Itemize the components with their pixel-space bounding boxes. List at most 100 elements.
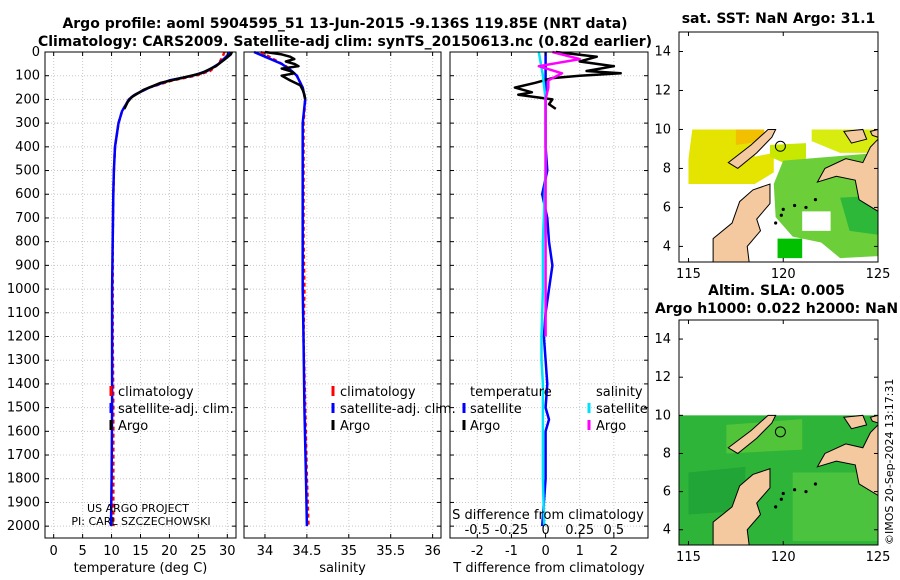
legend-label: Argo	[470, 419, 500, 434]
map-y-tick-label: 12	[654, 83, 671, 98]
x-tick-label: 30	[219, 544, 236, 559]
legend-label: Argo	[340, 419, 370, 434]
s-tick-label: 0	[541, 523, 549, 538]
map-y-tick-label: 12	[654, 370, 671, 385]
x-tick-label: 25	[190, 544, 207, 559]
y-tick-label: 100	[15, 69, 40, 84]
map-x-tick-label: 120	[771, 550, 796, 565]
x-axis-label: temperature (deg C)	[74, 561, 208, 576]
map-y-tick-label: 8	[663, 161, 671, 176]
land-borneo	[712, 183, 771, 263]
map-x-tick-label: 115	[676, 267, 701, 282]
x-tick-label: 34.5	[292, 544, 321, 559]
legend-label: Argo	[596, 419, 626, 434]
sst-patch-mid	[769, 143, 806, 163]
island-dot	[804, 205, 808, 210]
map-frame	[678, 31, 879, 263]
x-tick-label: 2	[610, 544, 618, 559]
sla-patch	[792, 472, 878, 542]
map-y-tick-label: 10	[654, 122, 671, 137]
legend-label: satellite	[596, 402, 648, 417]
map-y-tick-label: 10	[654, 408, 671, 423]
series-line-satellite-adj-clim-	[253, 50, 309, 527]
map-frame	[678, 319, 879, 546]
top-axis-label: S difference from climatology	[452, 508, 644, 523]
x-tick-label: 10	[103, 544, 120, 559]
s-tick-label: 0.25	[565, 523, 594, 538]
map-y-tick-label: 6	[663, 200, 671, 215]
series-line-satellite-adj-clim-	[109, 51, 232, 527]
series-line-s-argo	[537, 50, 581, 337]
y-tick-label: 300	[15, 116, 40, 131]
island-dot	[779, 497, 783, 501]
map-y-tick-label: 14	[654, 332, 671, 347]
land-palawan	[727, 414, 777, 455]
map-y-tick-label: 8	[663, 446, 671, 461]
x-tick-label: 35.5	[376, 544, 405, 559]
x-axis-label: salinity	[319, 561, 366, 576]
legend-label: climatology	[340, 385, 416, 400]
map-x-tick-label: 125	[866, 267, 891, 282]
land-island	[843, 128, 868, 144]
y-tick-label: 1500	[7, 401, 40, 416]
y-tick-label: 1700	[7, 448, 40, 463]
island-dot	[774, 221, 778, 225]
x-tick-label: 20	[161, 544, 178, 559]
land-island	[843, 414, 868, 430]
series-line-argo	[264, 50, 307, 100]
legend-label: climatology	[118, 385, 194, 400]
y-tick-label: 1400	[7, 377, 40, 392]
credit-line: US ARGO PROJECT	[87, 502, 189, 515]
map-y-tick-label: 14	[654, 44, 671, 59]
map-title-line2: Argo h1000: 0.022 h2000: NaN	[655, 301, 898, 317]
legend-label: satellite-adj. clim.	[118, 402, 234, 417]
x-axis-label: T difference from climatology	[452, 561, 645, 576]
x-tick-label: -2	[471, 544, 484, 559]
series-line-argo	[123, 51, 234, 110]
legend-label: satellite-adj. clim.	[340, 402, 456, 417]
y-tick-label: 700	[15, 211, 40, 226]
y-tick-label: 600	[15, 187, 40, 202]
s-tick-label: 0.5	[604, 523, 625, 538]
legend-label: Argo	[118, 419, 148, 434]
argo-position-marker	[774, 140, 786, 152]
panel-temperature: 0 5 10 15 20 25 300100200300400500600700800900…	[7, 45, 237, 576]
y-tick-label: 1200	[7, 329, 40, 344]
x-tick-label: 15	[132, 544, 149, 559]
island-dot	[774, 505, 778, 509]
axes-frame	[243, 51, 442, 539]
island-dot	[793, 488, 797, 492]
axes-frame	[449, 51, 649, 539]
map-sla-map: 115 120 125 4 6 8 10 12 14 Altim. SLA: 0.005 Argo …	[654, 283, 898, 565]
credit-line: PI: CARL SZCZECHOWSKI	[71, 515, 210, 528]
y-tick-label: 1800	[7, 472, 40, 487]
map-title-line1: Altim. SLA: 0.005	[708, 283, 845, 299]
y-tick-label: 200	[15, 92, 40, 107]
x-tick-label: 0	[541, 544, 549, 559]
y-tick-label: 2000	[7, 519, 40, 534]
sst-patch-cool	[777, 238, 803, 259]
legend-title-salinity: salinity	[596, 385, 643, 400]
s-tick-label: -0.25	[495, 523, 529, 538]
map-title: sat. SST: NaN Argo: 31.1	[682, 11, 876, 27]
island-dot	[813, 482, 818, 486]
map-y-tick-label: 4	[663, 523, 671, 538]
y-tick-label: 900	[15, 258, 40, 273]
map-x-tick-label: 115	[676, 550, 701, 565]
y-tick-label: 1300	[7, 353, 40, 368]
x-tick-label: -1	[505, 544, 518, 559]
panel-difference: -2 -1 0 1 2 T difference from climatology temp…	[449, 50, 649, 576]
watermark: ©IMOS 20-Sep-2024 13:17:31	[883, 379, 896, 545]
y-tick-label: 1900	[7, 495, 40, 510]
x-tick-label: 34	[257, 544, 274, 559]
y-tick-label: 800	[15, 235, 40, 250]
x-tick-label: 1	[576, 544, 584, 559]
sst-missing-patch	[802, 211, 831, 231]
x-tick-label: 0	[50, 544, 58, 559]
legend-label: satellite	[470, 402, 522, 417]
y-tick-label: 1100	[7, 306, 40, 321]
x-tick-label: 36	[424, 544, 441, 559]
y-tick-label: 1000	[7, 282, 40, 297]
island-dot	[804, 490, 808, 494]
